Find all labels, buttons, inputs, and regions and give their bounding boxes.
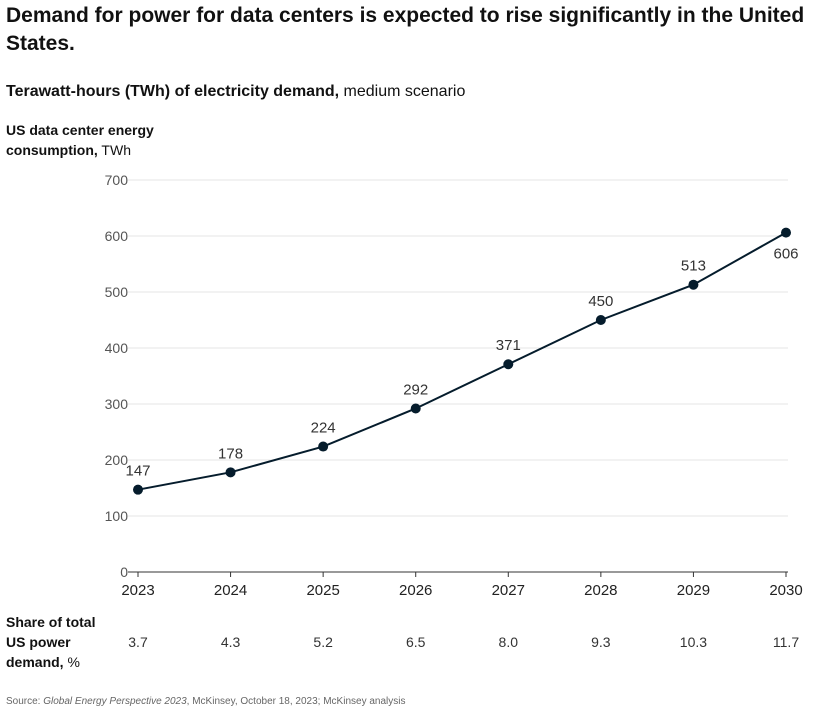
data-label-2024: 178 bbox=[218, 445, 243, 462]
data-label-2026: 292 bbox=[403, 381, 428, 398]
share-value-2029: 10.3 bbox=[679, 634, 708, 650]
x-tick-label-2027: 2027 bbox=[492, 582, 525, 599]
y-tick-label-200: 200 bbox=[105, 452, 129, 468]
data-label-2025: 224 bbox=[311, 420, 336, 437]
x-tick-label-2029: 2029 bbox=[677, 582, 710, 599]
series-line bbox=[137, 231, 787, 491]
share-value-2027: 8.0 bbox=[498, 634, 519, 650]
source-title: Global Energy Perspective 2023 bbox=[43, 696, 187, 707]
data-point-2028 bbox=[595, 315, 606, 325]
y-tick-label-700: 700 bbox=[105, 172, 129, 188]
y-tick-label-0: 0 bbox=[120, 564, 128, 580]
data-label-2030: 606 bbox=[773, 246, 798, 263]
source-note: Source: Global Energy Perspective 2023, … bbox=[6, 696, 405, 707]
y-tick-label-500: 500 bbox=[105, 284, 129, 300]
y-tick-label-300: 300 bbox=[105, 396, 129, 412]
data-point-2030 bbox=[781, 227, 791, 238]
share-label-unit: % bbox=[67, 654, 80, 670]
data-label-2029: 513 bbox=[681, 258, 706, 275]
source-suffix: , McKinsey, October 18, 2023; McKinsey a… bbox=[186, 696, 406, 707]
data-label-2028: 450 bbox=[588, 293, 613, 310]
x-tick-label-2028: 2028 bbox=[584, 582, 617, 599]
x-tick-label-2030: 2030 bbox=[769, 582, 802, 599]
gridlines bbox=[128, 179, 788, 517]
x-tick-labels: 2023 2024 2025 2026 2027 2028 2029 2030 bbox=[121, 572, 803, 599]
data-label-2027: 371 bbox=[496, 337, 521, 354]
source-prefix: Source: bbox=[6, 696, 41, 707]
subtitle-scenario: medium scenario bbox=[343, 83, 466, 100]
data-point-2029 bbox=[688, 279, 699, 290]
data-labels: 147 178 224 292 371 450 513 606 bbox=[125, 246, 798, 480]
y-tick-labels: 0 100 200 300 400 500 600 700 bbox=[105, 172, 129, 580]
share-row-label: Share of total US power demand, % bbox=[6, 612, 106, 672]
y-tick-label-100: 100 bbox=[105, 508, 129, 524]
chart-title: Demand for power for data centers is exp… bbox=[6, 4, 805, 55]
y-axis-label: US data center energy consumption, TWh bbox=[6, 120, 176, 160]
subtitle-bold: Terawatt-hours (TWh) of electricity dema… bbox=[6, 83, 340, 100]
share-value-2028: 9.3 bbox=[591, 634, 611, 650]
y-tick-label-600: 600 bbox=[105, 228, 129, 244]
share-value-2026: 6.5 bbox=[405, 634, 426, 650]
share-value-2024: 4.3 bbox=[220, 634, 241, 650]
x-tick-label-2025: 2025 bbox=[306, 582, 339, 599]
x-tick-label-2023: 2023 bbox=[121, 582, 154, 599]
data-label-2023: 147 bbox=[125, 463, 150, 480]
share-value-2025: 5.2 bbox=[313, 634, 333, 650]
data-point-2024 bbox=[225, 467, 236, 478]
y-axis-label-bold: US data center energy consumption, bbox=[6, 122, 154, 158]
x-tick-label-2024: 2024 bbox=[214, 582, 247, 599]
share-value-2030: 11.7 bbox=[772, 634, 800, 650]
share-label-bold: Share of total US power demand, bbox=[6, 614, 96, 670]
data-point-2023 bbox=[133, 484, 143, 495]
share-value-2023: 3.7 bbox=[128, 634, 148, 650]
chart-subtitle: Terawatt-hours (TWh) of electricity dema… bbox=[6, 82, 465, 102]
y-tick-label-400: 400 bbox=[105, 340, 129, 356]
data-point-2027 bbox=[503, 359, 514, 370]
data-points bbox=[133, 227, 791, 495]
data-point-2026 bbox=[410, 403, 421, 414]
data-point-2025 bbox=[318, 441, 329, 452]
x-tick-label-2026: 2026 bbox=[399, 582, 432, 599]
y-axis-label-unit: TWh bbox=[101, 142, 131, 158]
